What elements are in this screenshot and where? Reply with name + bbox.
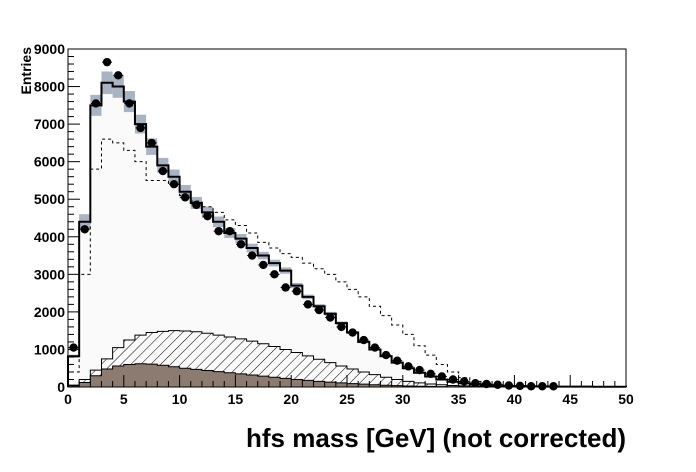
data-point bbox=[526, 382, 536, 391]
y-tick-label: 0 bbox=[57, 379, 65, 395]
x-tick-label: 30 bbox=[395, 391, 411, 407]
data-point bbox=[80, 225, 89, 234]
data-point bbox=[359, 335, 368, 345]
data-point bbox=[169, 180, 179, 189]
data-point bbox=[448, 375, 458, 384]
data-point bbox=[426, 369, 435, 379]
data-point bbox=[292, 287, 301, 296]
dashed-histogram bbox=[67, 138, 627, 388]
data-point bbox=[125, 99, 134, 108]
data-point bbox=[203, 211, 212, 221]
data-point bbox=[136, 123, 145, 133]
data-point bbox=[158, 166, 168, 176]
y-tick-label: 8000 bbox=[34, 79, 65, 95]
data-point bbox=[504, 381, 514, 390]
data-point bbox=[482, 379, 491, 389]
data-point bbox=[102, 57, 112, 67]
data-point bbox=[538, 382, 547, 391]
data-point bbox=[225, 226, 235, 236]
x-tick-label: 35 bbox=[451, 391, 467, 407]
x-tick-label: 15 bbox=[228, 391, 244, 407]
x-tick-label: 40 bbox=[507, 391, 523, 407]
data-point bbox=[515, 381, 525, 391]
data-point bbox=[69, 343, 78, 352]
x-tick-label: 45 bbox=[562, 391, 578, 407]
x-tick-label: 5 bbox=[120, 391, 128, 407]
data-point bbox=[337, 322, 346, 332]
data-point bbox=[370, 343, 380, 352]
total-fill-layer bbox=[68, 82, 626, 388]
y-axis: 0 1000 2000 3000 4000 5000 6000 7000 8000 9000 bbox=[34, 41, 80, 395]
data-point bbox=[348, 328, 357, 337]
data-point bbox=[393, 356, 402, 365]
y-tick-label: 2000 bbox=[34, 304, 65, 320]
x-tick-label: 10 bbox=[172, 391, 188, 407]
total-fill bbox=[68, 82, 626, 388]
data-point bbox=[247, 251, 257, 260]
data-point bbox=[549, 382, 558, 391]
data-point bbox=[314, 305, 324, 315]
data-point bbox=[114, 71, 123, 80]
data-point bbox=[214, 226, 223, 236]
data-point bbox=[326, 313, 335, 322]
data-point bbox=[180, 193, 190, 202]
y-tick-label: 3000 bbox=[34, 266, 65, 282]
brown-component-layer bbox=[67, 363, 626, 388]
y-tick-label: 4000 bbox=[34, 229, 65, 245]
data-point bbox=[91, 99, 101, 108]
data-points-layer bbox=[68, 57, 559, 391]
y-tick-label: 7000 bbox=[34, 116, 65, 132]
data-point bbox=[236, 240, 246, 249]
dashed-histogram-layer bbox=[67, 138, 627, 388]
x-tick-label: 0 bbox=[64, 391, 72, 407]
data-point bbox=[303, 300, 313, 309]
data-point bbox=[147, 138, 156, 148]
x-tick-label: 25 bbox=[339, 391, 355, 407]
y-tick-label: 1000 bbox=[34, 341, 65, 357]
data-point bbox=[281, 283, 290, 292]
data-point bbox=[459, 377, 469, 386]
data-point bbox=[192, 200, 201, 210]
data-point bbox=[259, 260, 268, 270]
y-tick-label: 6000 bbox=[34, 154, 65, 170]
data-point bbox=[404, 362, 413, 371]
data-point bbox=[471, 379, 480, 388]
data-point bbox=[270, 270, 279, 279]
y-axis-label: Entries bbox=[18, 47, 34, 95]
data-point bbox=[415, 365, 424, 375]
data-point bbox=[437, 372, 447, 381]
x-axis-label: hfs mass [GeV] (not corrected) bbox=[246, 423, 626, 453]
y-tick-label: 9000 bbox=[34, 41, 65, 57]
x-tick-label: 20 bbox=[283, 391, 299, 407]
data-point bbox=[493, 380, 502, 389]
x-tick-label: 50 bbox=[618, 391, 634, 407]
brown-area bbox=[67, 363, 626, 388]
y-tick-label: 5000 bbox=[34, 191, 65, 207]
x-axis: 0 5 10 15 20 25 30 35 40 45 50 bbox=[64, 375, 634, 407]
data-point bbox=[381, 350, 391, 360]
